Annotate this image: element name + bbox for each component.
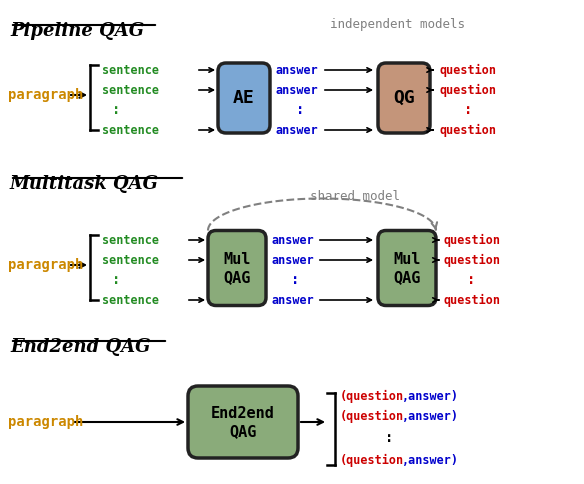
Text: (question: (question bbox=[340, 454, 404, 467]
FancyBboxPatch shape bbox=[218, 63, 270, 133]
Text: ,answer): ,answer) bbox=[402, 409, 459, 423]
Text: answer: answer bbox=[271, 293, 314, 306]
Text: question: question bbox=[440, 63, 497, 76]
Text: answer: answer bbox=[271, 254, 314, 267]
Text: :: : bbox=[467, 273, 475, 287]
Text: independent models: independent models bbox=[330, 18, 465, 31]
Text: ,answer): ,answer) bbox=[402, 390, 459, 403]
Text: answer: answer bbox=[276, 123, 319, 136]
Text: sentence: sentence bbox=[102, 293, 159, 306]
Text: question: question bbox=[443, 233, 500, 246]
Text: question: question bbox=[443, 293, 500, 306]
FancyBboxPatch shape bbox=[188, 386, 298, 458]
FancyBboxPatch shape bbox=[208, 230, 266, 305]
Text: :: : bbox=[296, 103, 304, 117]
Text: paragraph: paragraph bbox=[8, 415, 84, 429]
Text: End2end: End2end bbox=[211, 406, 275, 421]
Text: QAG: QAG bbox=[223, 271, 251, 286]
Text: answer: answer bbox=[276, 84, 319, 96]
Text: ,answer): ,answer) bbox=[402, 454, 459, 467]
Text: End2end QAG: End2end QAG bbox=[10, 338, 151, 356]
Text: question: question bbox=[443, 254, 500, 267]
Text: QG: QG bbox=[393, 89, 415, 107]
Text: :: : bbox=[112, 103, 120, 117]
Text: answer: answer bbox=[271, 233, 314, 246]
Text: shared model: shared model bbox=[310, 190, 400, 203]
Text: AE: AE bbox=[233, 89, 255, 107]
Text: :: : bbox=[112, 273, 120, 287]
FancyBboxPatch shape bbox=[378, 63, 430, 133]
Text: Multitask QAG: Multitask QAG bbox=[10, 175, 159, 193]
Text: QAG: QAG bbox=[230, 424, 257, 439]
Text: sentence: sentence bbox=[102, 254, 159, 267]
Text: QAG: QAG bbox=[393, 271, 420, 286]
Text: question: question bbox=[440, 83, 497, 96]
Text: (question: (question bbox=[340, 390, 404, 403]
Text: Pipeline QAG: Pipeline QAG bbox=[10, 22, 144, 40]
Text: :: : bbox=[464, 103, 472, 117]
Text: (question: (question bbox=[340, 409, 404, 423]
Text: answer: answer bbox=[276, 63, 319, 76]
Text: question: question bbox=[440, 123, 497, 136]
Text: sentence: sentence bbox=[102, 84, 159, 96]
Text: paragraph: paragraph bbox=[8, 88, 84, 102]
FancyBboxPatch shape bbox=[378, 230, 436, 305]
Text: Mul: Mul bbox=[223, 252, 251, 267]
Text: sentence: sentence bbox=[102, 233, 159, 246]
Text: :: : bbox=[385, 431, 394, 445]
Text: sentence: sentence bbox=[102, 63, 159, 76]
Text: paragraph: paragraph bbox=[8, 258, 84, 272]
Text: Mul: Mul bbox=[393, 252, 420, 267]
Text: :: : bbox=[291, 273, 300, 287]
Text: sentence: sentence bbox=[102, 123, 159, 136]
